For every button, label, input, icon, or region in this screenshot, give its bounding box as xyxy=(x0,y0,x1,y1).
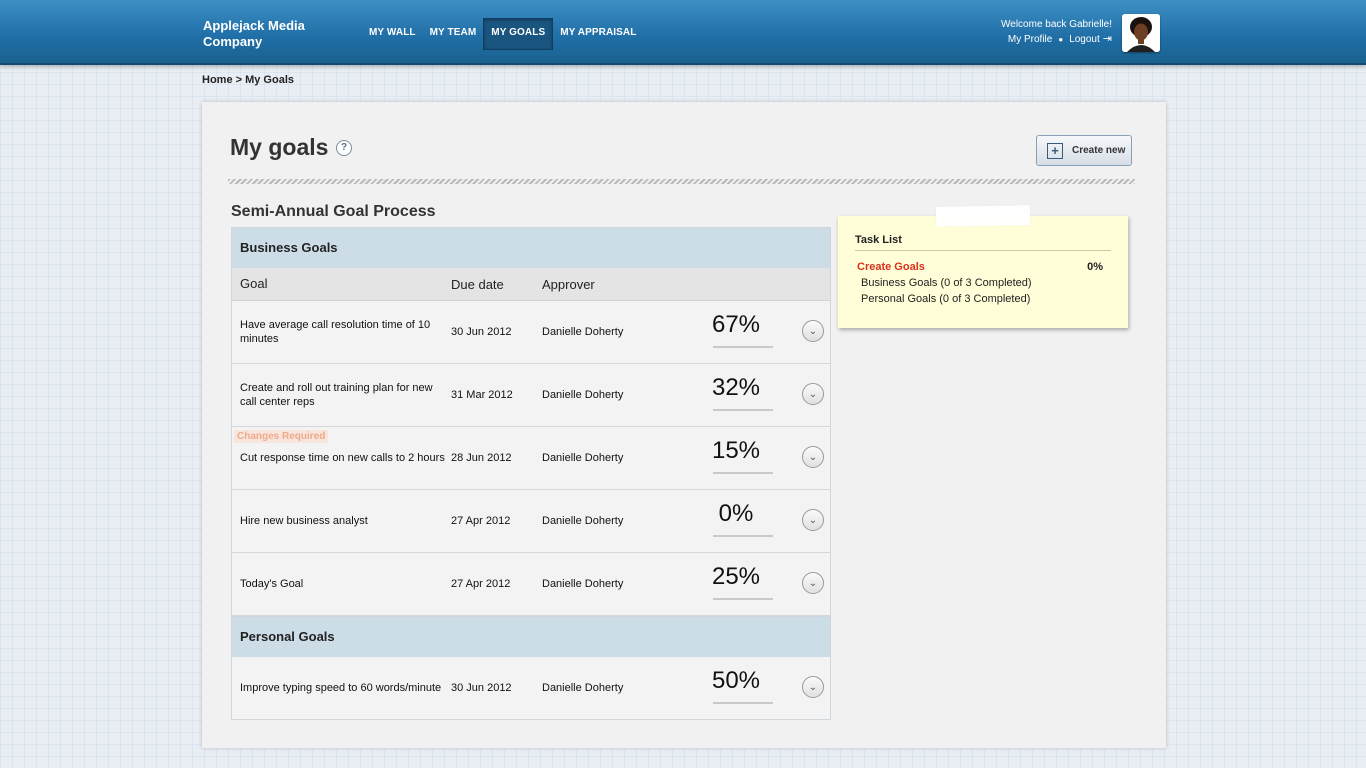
table-row[interactable]: Hire new business analyst 27 Apr 2012 Da… xyxy=(232,490,830,553)
progress-cell: 67% xyxy=(692,301,773,363)
progress-cell: 50% xyxy=(692,657,773,719)
table-row[interactable]: Create and roll out training plan for ne… xyxy=(232,364,830,427)
progress-bar xyxy=(713,598,773,600)
task-create-goals[interactable]: Create Goals 0% xyxy=(857,261,1103,273)
help-icon[interactable]: ? xyxy=(336,140,352,156)
user-avatar-icon xyxy=(1122,14,1160,52)
create-new-label: Create new xyxy=(1072,145,1126,156)
my-profile-link[interactable]: My Profile xyxy=(1007,34,1053,45)
approver: Danielle Doherty xyxy=(542,515,624,527)
page-title: My goals xyxy=(230,134,329,160)
plus-icon: + xyxy=(1047,142,1063,159)
breadcrumb[interactable]: Home > My Goals xyxy=(202,74,295,86)
progress-cell: 0% xyxy=(692,490,773,552)
due-date: 31 Mar 2012 xyxy=(451,389,513,401)
progress-bar xyxy=(713,409,773,411)
progress-percent: 25% xyxy=(711,563,761,590)
chevron-down-icon[interactable]: ⌄ xyxy=(802,509,824,531)
main-panel: My goals ? + Create new Semi-Annual Goal… xyxy=(202,102,1166,748)
due-date: 28 Jun 2012 xyxy=(451,452,512,464)
goal-text: Cut response time on new calls to 2 hour… xyxy=(240,452,445,464)
chevron-down-icon[interactable]: ⌄ xyxy=(802,383,824,405)
table-row[interactable]: Improve typing speed to 60 words/minute … xyxy=(232,657,830,719)
progress-bar xyxy=(713,346,773,348)
task-label[interactable]: Create Goals xyxy=(857,261,925,273)
approver: Danielle Doherty xyxy=(542,578,624,590)
task-subitem-business: Business Goals (0 of 3 Completed) xyxy=(861,277,1032,289)
approver: Danielle Doherty xyxy=(542,682,624,694)
nav-my-goals[interactable]: MY GOALS xyxy=(483,18,554,50)
chevron-down-icon[interactable]: ⌄ xyxy=(802,320,824,342)
top-navigation-bar: Applejack Media Company MY WALL MY TEAM … xyxy=(0,0,1366,65)
nav-my-wall[interactable]: MY WALL xyxy=(369,27,416,38)
column-approver: Approver xyxy=(542,276,595,292)
goal-text: Improve typing speed to 60 words/minute xyxy=(240,682,442,694)
column-header-row: Goal Due date Approver xyxy=(232,268,830,301)
separator-dot: ● xyxy=(1058,35,1064,44)
progress-cell: 25% xyxy=(692,553,773,615)
divider xyxy=(855,250,1111,251)
approver: Danielle Doherty xyxy=(542,452,624,464)
divider xyxy=(228,179,1135,184)
progress-percent: 15% xyxy=(711,437,761,464)
progress-cell: 32% xyxy=(692,364,773,426)
table-row[interactable]: Today's Goal 27 Apr 2012 Danielle Dohert… xyxy=(232,553,830,616)
nav-my-appraisal[interactable]: MY APPRAISAL xyxy=(560,27,637,38)
tape-decoration xyxy=(935,205,1031,227)
group-personal-goals: Personal Goals xyxy=(232,616,830,657)
task-list-title: Task List xyxy=(855,234,902,246)
nav-my-team[interactable]: MY TEAM xyxy=(429,27,477,38)
brand-name[interactable]: Applejack Media Company xyxy=(203,18,305,49)
welcome-text: Welcome back Gabrielle! xyxy=(1001,19,1112,30)
goal-text: Create and roll out training plan for ne… xyxy=(240,382,433,408)
goal-text: Have average call resolution time of 10 … xyxy=(240,319,431,345)
progress-cell: 15% xyxy=(692,427,773,489)
create-new-button[interactable]: + Create new xyxy=(1036,135,1132,166)
due-date: 30 Jun 2012 xyxy=(451,326,512,338)
main-nav: MY WALL MY TEAM MY GOALS MY APPRAISAL xyxy=(362,18,643,50)
logout-label: Logout xyxy=(1069,34,1100,45)
progress-percent: 0% xyxy=(718,500,754,527)
section-title: Semi-Annual Goal Process xyxy=(231,203,436,220)
group-business-goals: Business Goals xyxy=(232,228,830,268)
avatar[interactable] xyxy=(1122,14,1160,52)
progress-bar xyxy=(713,535,773,537)
column-goal: Goal xyxy=(240,276,268,291)
logout-icon: ⇥ xyxy=(1102,33,1112,45)
table-row[interactable]: Changes Required Cut response time on ne… xyxy=(232,427,830,490)
progress-bar xyxy=(713,702,773,704)
chevron-down-icon[interactable]: ⌄ xyxy=(802,676,824,698)
due-date: 27 Apr 2012 xyxy=(451,578,511,590)
user-menu: Welcome back Gabrielle! My Profile ● Log… xyxy=(1001,17,1112,47)
table-row[interactable]: Have average call resolution time of 10 … xyxy=(232,301,830,364)
approver: Danielle Doherty xyxy=(542,389,624,401)
progress-bar xyxy=(713,472,773,474)
progress-percent: 67% xyxy=(711,311,761,338)
task-list-note: Task List Create Goals 0% Business Goals… xyxy=(838,205,1128,328)
chevron-down-icon[interactable]: ⌄ xyxy=(802,446,824,468)
goals-table: Business Goals Goal Due date Approver Ha… xyxy=(231,227,831,720)
progress-percent: 32% xyxy=(711,374,761,401)
logout-link[interactable]: Logout ⇥ xyxy=(1069,32,1112,47)
goal-text: Today's Goal xyxy=(240,578,304,590)
task-subitem-personal: Personal Goals (0 of 3 Completed) xyxy=(861,293,1031,305)
task-percent: 0% xyxy=(1087,261,1103,273)
chevron-down-icon[interactable]: ⌄ xyxy=(802,572,824,594)
due-date: 30 Jun 2012 xyxy=(451,682,512,694)
progress-percent: 50% xyxy=(711,667,761,694)
goal-text: Hire new business analyst xyxy=(240,515,368,527)
approver: Danielle Doherty xyxy=(542,326,624,338)
status-badge: Changes Required xyxy=(234,430,329,443)
column-due-date: Due date xyxy=(451,276,504,292)
due-date: 27 Apr 2012 xyxy=(451,515,511,527)
